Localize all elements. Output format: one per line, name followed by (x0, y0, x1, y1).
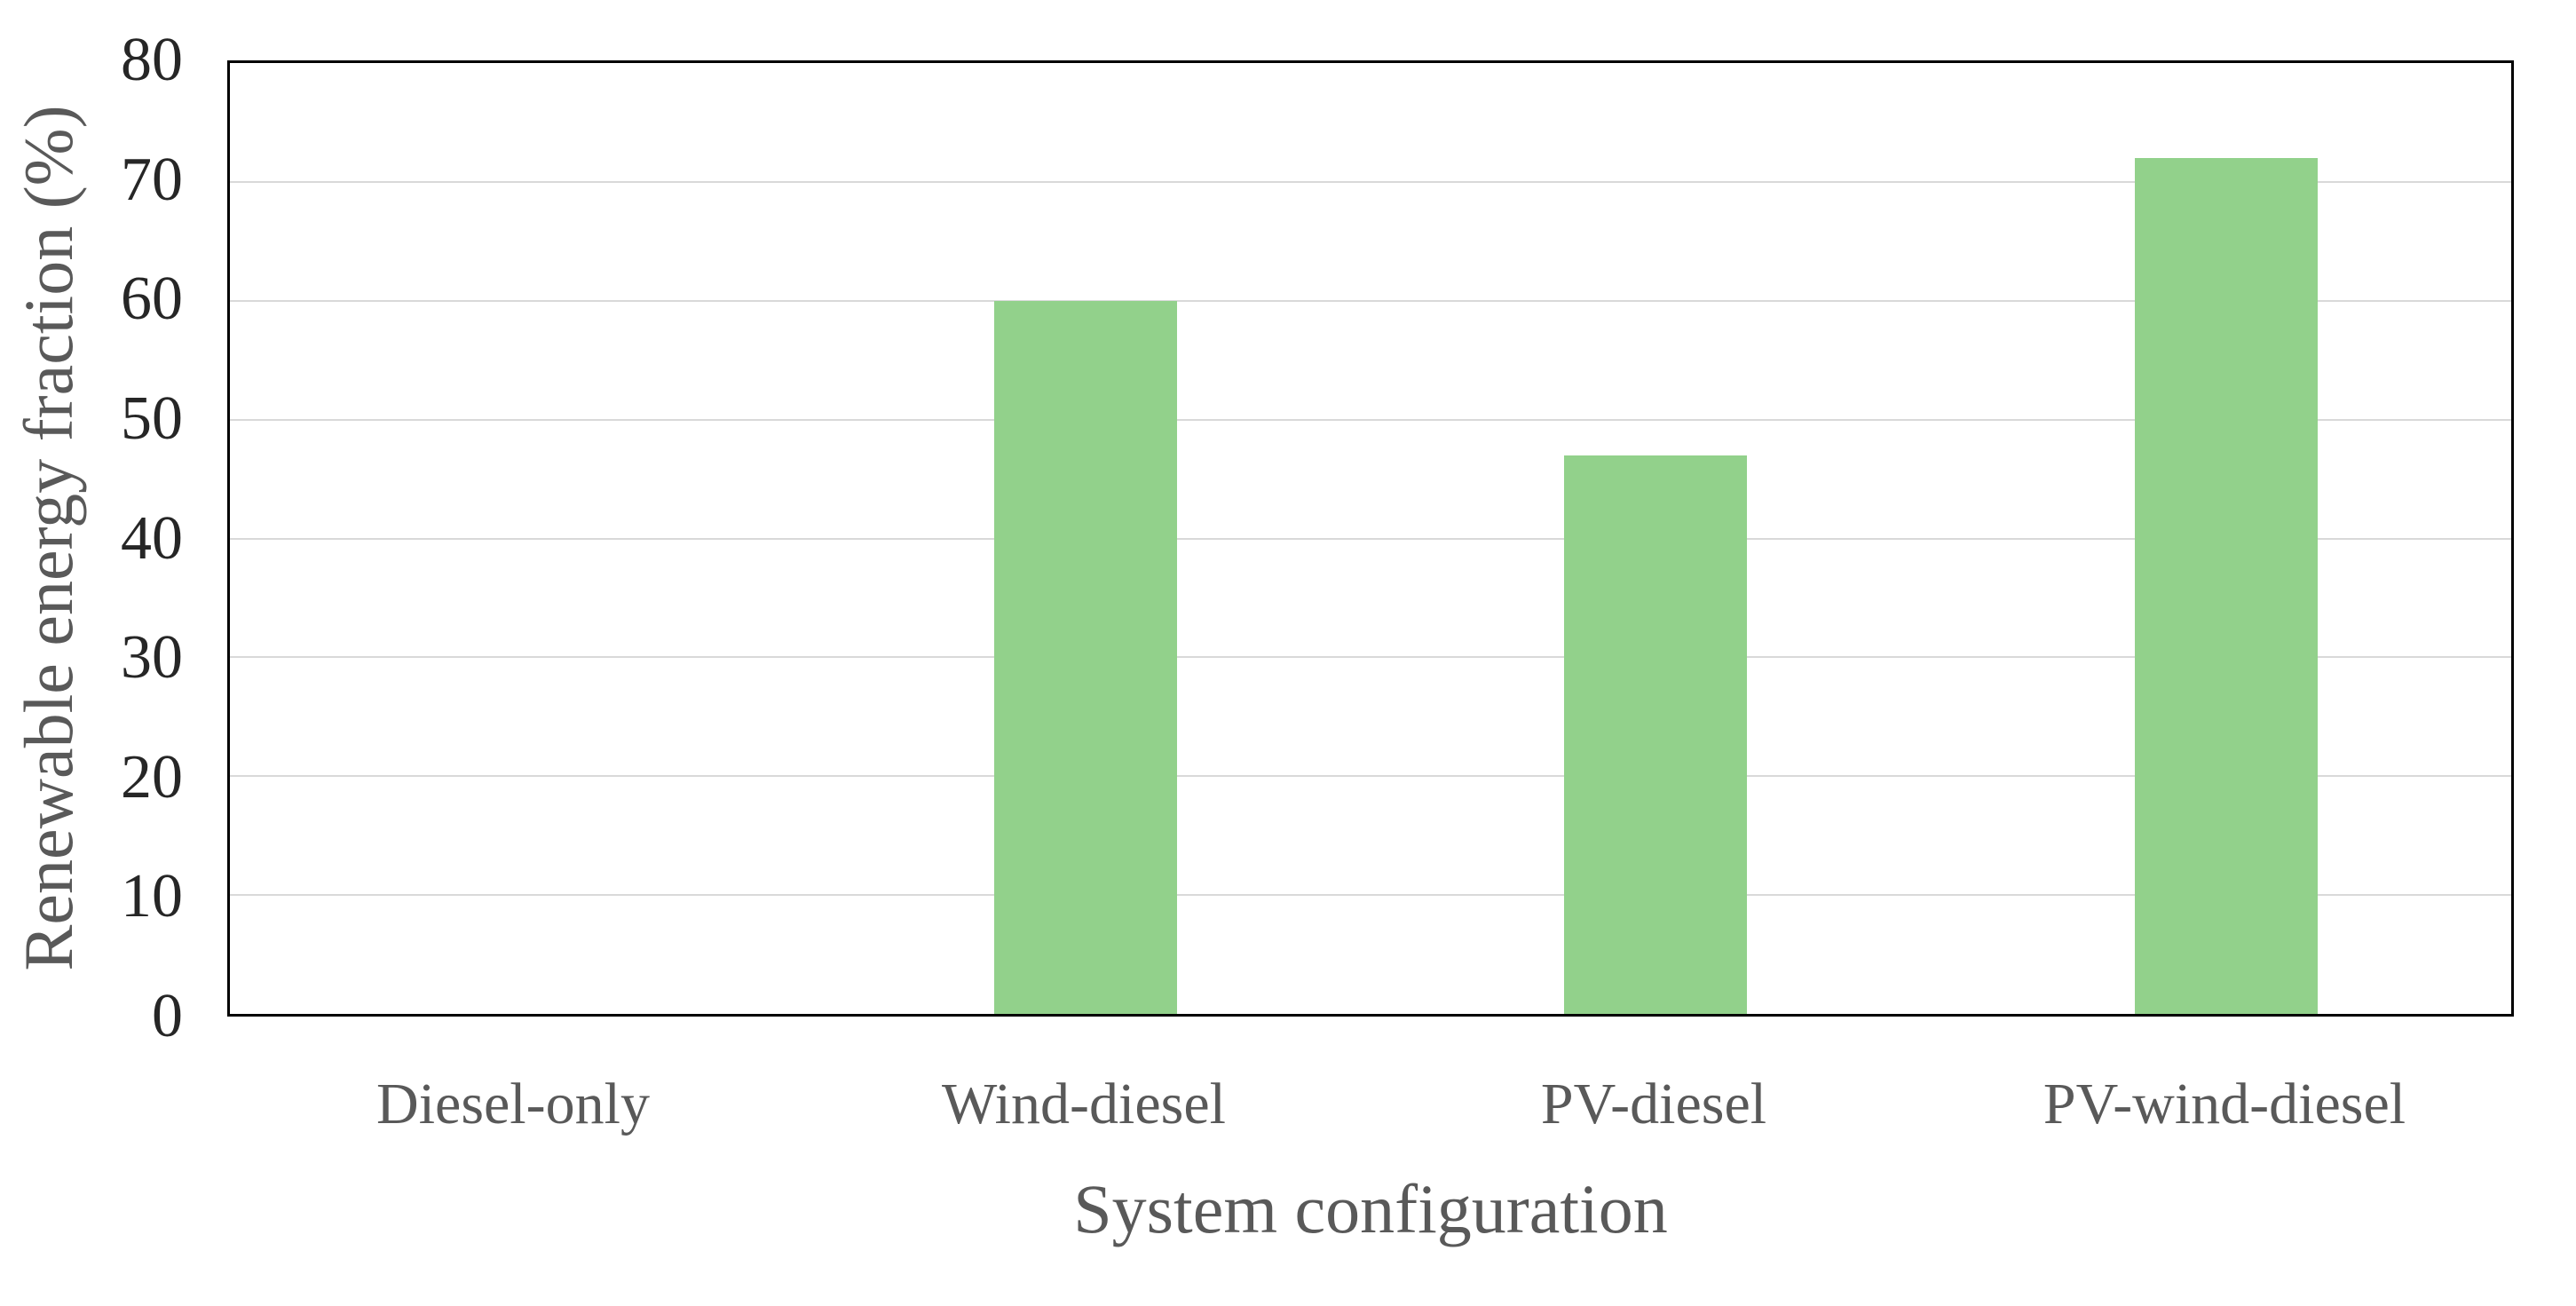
gridline (230, 775, 2511, 777)
y-tick-label: 50 (121, 384, 183, 453)
y-tick-label: 10 (121, 862, 183, 930)
bars-layer (230, 63, 2511, 1014)
y-tick-label: 80 (121, 26, 183, 94)
gridline (230, 656, 2511, 658)
y-tick-label: 70 (121, 146, 183, 214)
bar-pv-diesel (1564, 455, 1747, 1014)
x-category-label: Diesel-only (376, 1072, 650, 1136)
bar-pv-wind-diesel (2135, 158, 2318, 1014)
gridlines-layer (230, 63, 2511, 1014)
x-category-label: Wind-diesel (942, 1072, 1226, 1136)
gridline (230, 894, 2511, 896)
x-category-label: PV-wind-diesel (2043, 1072, 2406, 1136)
y-tick-label: 30 (121, 623, 183, 692)
gridline (230, 419, 2511, 421)
gridline (230, 538, 2511, 540)
bar-wind-diesel (994, 301, 1177, 1014)
x-category-label: PV-diesel (1540, 1072, 1767, 1136)
plot-area (227, 60, 2514, 1017)
y-tick-label: 60 (121, 265, 183, 333)
gridline (230, 181, 2511, 183)
gridline (230, 300, 2511, 302)
y-tick-label: 40 (121, 504, 183, 573)
x-axis-title: System configuration (1073, 1170, 1668, 1247)
y-tick-label: 0 (152, 982, 183, 1050)
y-tick-label: 20 (121, 743, 183, 811)
